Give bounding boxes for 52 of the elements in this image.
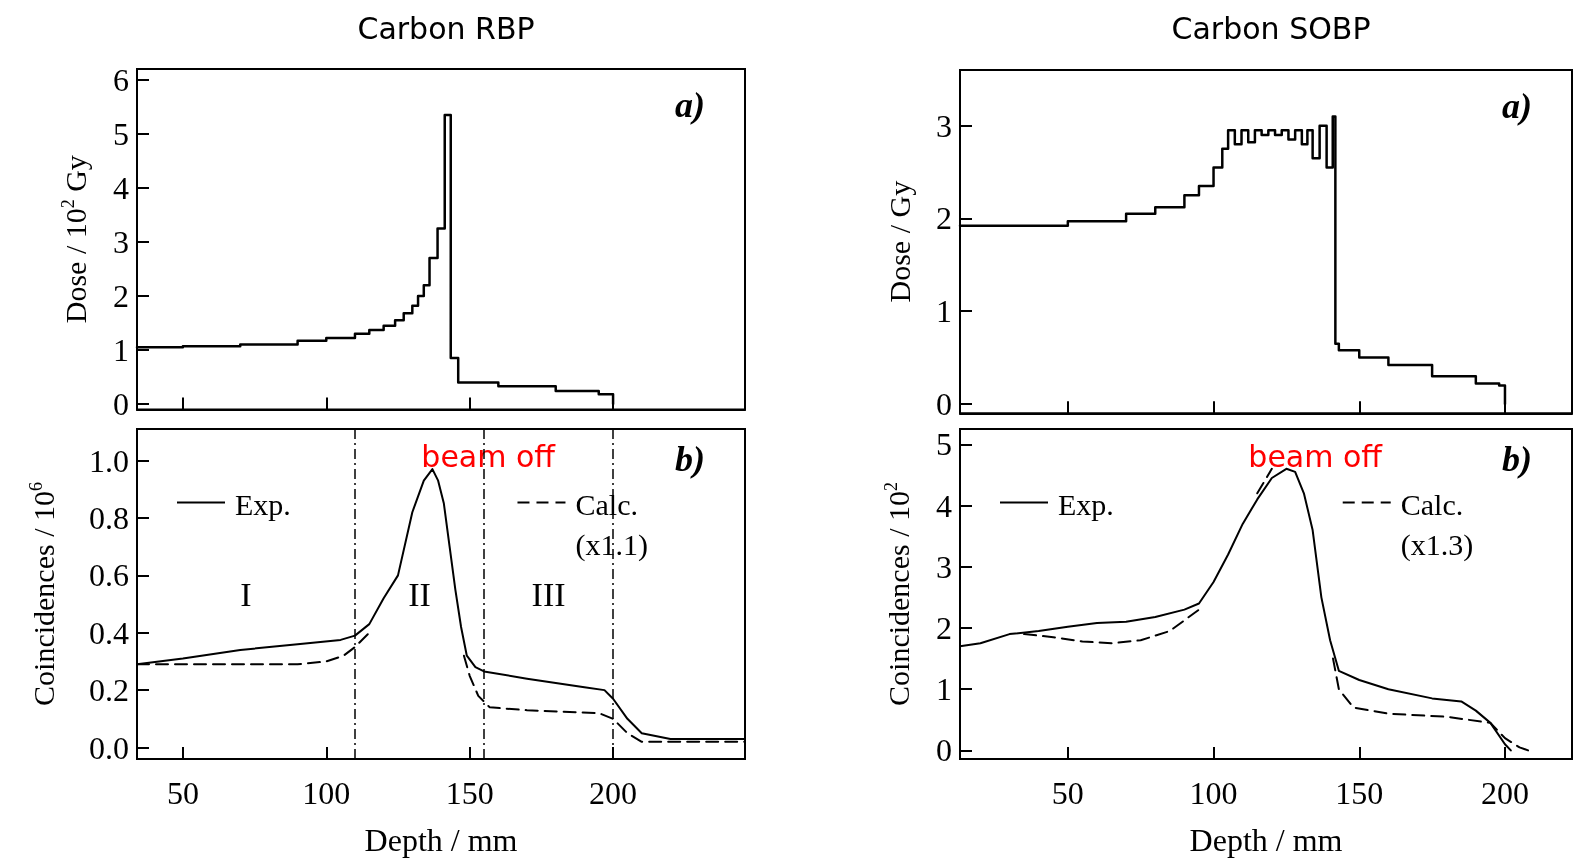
y-tick-label: 0 [113,386,129,422]
y-axis-title: Coincidences / 102 [881,482,915,706]
y-tick-label: 2 [936,609,952,646]
annotation: a) [675,85,706,125]
x-axis-title: Depth / mm [1189,822,1343,858]
chart-title: Carbon RBP [357,10,535,46]
y-tick-label: 1 [936,671,952,708]
y-tick-label: 0.6 [89,557,129,594]
y-tick-label: 4 [113,169,129,206]
annotation: I [240,575,252,613]
x-tick-label: 200 [589,775,638,811]
y-tick-label: 4 [936,487,952,524]
x-tick-label: 100 [302,775,351,811]
annotation: a) [1502,86,1533,126]
legend-label: Exp. [235,487,291,521]
y-tick-label: 0.4 [89,614,129,651]
annotation: II [408,575,431,613]
y-axis-title: Dose / Gy [882,180,916,303]
y-tick-label: 2 [936,200,952,237]
y-tick-label: 5 [936,426,952,463]
x-tick-label: 150 [1335,775,1384,811]
y-tick-label: 0.0 [89,729,129,766]
y-tick-label: 0 [936,386,952,422]
y-tick-label: 0.2 [89,672,129,709]
legend-label: Calc. (x1.3) [1400,487,1474,562]
x-tick-label: 100 [1189,775,1238,811]
x-axis-title: Depth / mm [364,822,518,858]
annotation: b) [1502,439,1533,479]
y-axis-title: Dose / 102 Gy [58,155,92,324]
x-tick-label: 200 [1480,775,1529,811]
legend-label: Exp. [1058,487,1114,521]
y-tick-label: 1 [113,331,129,368]
legend-label: Calc. (x1.1) [575,487,648,562]
y-axis-title: Coincidences / 106 [26,482,60,706]
annotation: beam off [1248,438,1384,474]
y-tick-label: 6 [113,61,129,98]
annotation: beam off [421,438,557,474]
y-tick-label: 2 [113,277,129,314]
annotation: III [531,575,566,613]
y-tick-label: 3 [936,107,952,144]
x-tick-label: 150 [445,775,494,811]
y-tick-label: 3 [113,223,129,260]
x-tick-label: 50 [1051,775,1084,811]
y-tick-label: 3 [936,548,952,585]
x-tick-label: 50 [166,775,199,811]
y-tick-label: 0.8 [89,499,129,536]
y-tick-label: 0 [936,732,952,769]
chart-title: Carbon SOBP [1171,10,1371,46]
y-tick-label: 1.0 [89,442,129,479]
annotation: b) [675,439,706,479]
y-tick-label: 1 [936,293,952,330]
y-tick-label: 5 [113,115,129,152]
